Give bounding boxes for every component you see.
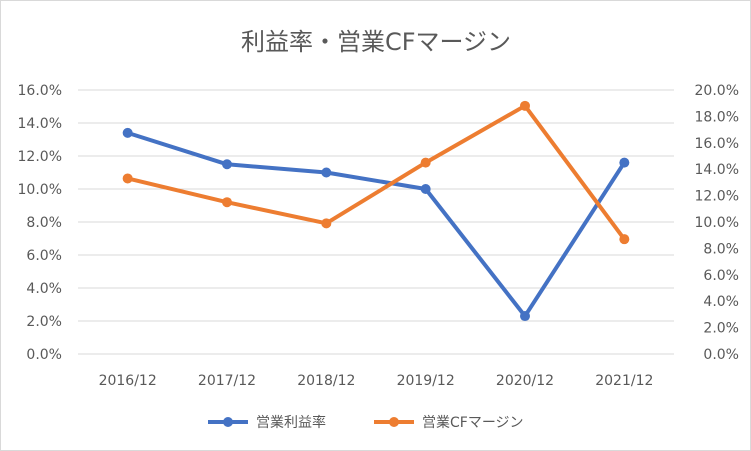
legend-marker	[223, 417, 233, 427]
x-tick-label: 2021/12	[595, 373, 653, 389]
left-tick-label: 10.0%	[18, 182, 62, 198]
left-tick-label: 14.0%	[18, 116, 62, 132]
right-tick-label: 16.0%	[695, 136, 739, 152]
right-tick-label: 2.0%	[703, 321, 739, 337]
right-tick-label: 14.0%	[695, 162, 739, 178]
data-point	[222, 159, 232, 170]
x-axis-ticks: 2016/12 2017/12 2018/12 2019/12 2020/12 2021/…	[99, 373, 654, 389]
legend-marker	[389, 417, 399, 427]
data-point	[619, 157, 630, 168]
chart-title: 利益率・営業CFマージン	[241, 28, 511, 56]
legend-item: 営業利益率	[208, 414, 326, 431]
series-layer	[122, 100, 630, 322]
x-tick-label: 2018/12	[297, 373, 355, 389]
right-tick-label: 18.0%	[695, 109, 739, 125]
series-group	[122, 100, 630, 245]
data-point	[420, 184, 431, 194]
right-tick-label: 8.0%	[703, 241, 739, 257]
left-tick-label: 8.0%	[26, 215, 62, 231]
data-point	[520, 100, 530, 111]
right-tick-label: 10.0%	[695, 215, 739, 231]
right-tick-label: 0.0%	[703, 347, 739, 363]
data-point	[321, 218, 332, 229]
right-tick-label: 12.0%	[695, 189, 739, 205]
data-point	[321, 167, 332, 178]
legend-label: 営業CFマージン	[422, 415, 524, 431]
data-point	[122, 173, 133, 184]
data-point	[520, 311, 530, 322]
x-tick-label: 2019/12	[397, 373, 455, 389]
left-tick-label: 0.0%	[26, 347, 62, 363]
series-line	[125, 103, 627, 242]
left-tick-label: 16.0%	[18, 83, 62, 99]
series-line	[125, 130, 627, 319]
data-point	[222, 197, 232, 208]
left-tick-label: 12.0%	[18, 149, 62, 165]
data-point	[122, 127, 133, 138]
right-tick-label: 20.0%	[695, 83, 739, 99]
legend-item: 営業CFマージン	[374, 415, 524, 431]
right-tick-label: 4.0%	[703, 294, 739, 310]
x-tick-label: 2017/12	[198, 373, 256, 389]
legend-label: 営業利益率	[256, 414, 326, 431]
left-tick-label: 6.0%	[26, 248, 62, 264]
series-group	[122, 127, 630, 322]
left-tick-label: 2.0%	[26, 314, 62, 330]
legend: 営業利益率 営業CFマージン	[208, 414, 524, 431]
right-tick-label: 6.0%	[703, 268, 739, 284]
data-point	[420, 157, 431, 168]
x-tick-label: 2020/12	[496, 373, 554, 389]
x-tick-label: 2016/12	[99, 373, 157, 389]
left-axis-ticks: 0.0% 2.0% 4.0% 6.0% 8.0% 10.0% 12.0% 14.0% 16.0%	[18, 83, 62, 363]
data-point	[619, 234, 630, 245]
right-axis-ticks: 0.0% 2.0% 4.0% 6.0% 8.0% 10.0% 12.0% 14.0% 16.0%…	[695, 83, 739, 363]
left-tick-label: 4.0%	[26, 281, 62, 297]
